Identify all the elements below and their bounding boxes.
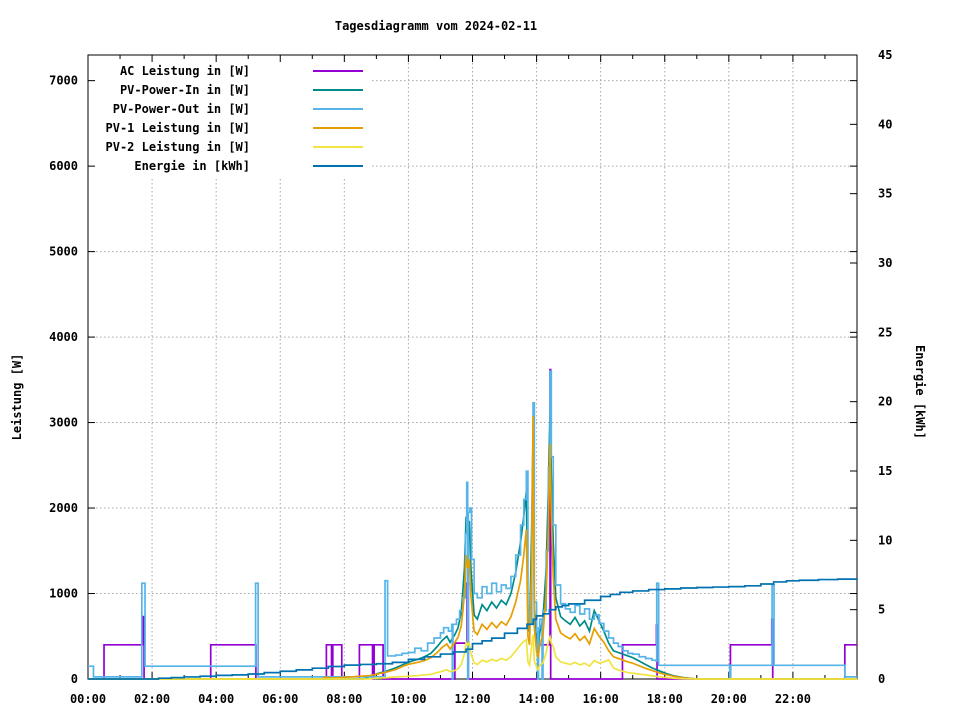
y-left-tick-label: 5000 [49,245,78,259]
x-tick-label: 20:00 [711,692,747,706]
series-line-energie-in-kwh [88,578,858,680]
legend-item: Energie in [kWh] [0,158,363,174]
x-tick-label: 16:00 [583,692,619,706]
x-tick-label: 06:00 [262,692,298,706]
x-tick-label: 10:00 [390,692,426,706]
x-tick-label: 22:00 [775,692,811,706]
y-left-tick-label: 6000 [49,159,78,173]
series-line-pv-1-leistung-in-w [88,415,857,680]
y-right-tick-label: 30 [878,256,892,270]
x-tick-label: 12:00 [454,692,490,706]
y-right-tick-label: 0 [878,672,885,686]
legend-background [89,56,372,177]
legend-label: Energie in [kWh] [134,159,250,173]
series-line-pv-power-out-in-w [88,370,857,680]
x-tick-label: 04:00 [198,692,234,706]
legend-color-swatch [313,127,363,129]
legend-color-swatch [313,70,363,72]
y-right-tick-label: 25 [878,325,892,339]
legend-label: PV-Power-In in [W] [119,83,250,97]
y-left-tick-label: 4000 [49,330,78,344]
y-left-axis-label: Leistung [W] [10,353,24,441]
legend-color-swatch [313,165,363,167]
legend-item: PV-1 Leistung in [W] [0,120,363,136]
x-tick-label: 08:00 [326,692,362,706]
y-right-tick-label: 15 [878,464,892,478]
y-left-tick-label: 1000 [49,587,78,601]
series-line-pv-2-leistung-in-w [88,634,857,680]
legend-item: PV-Power-Out in [W] [0,101,363,117]
y-right-tick-label: 45 [878,48,892,62]
legend-color-swatch [313,146,363,148]
x-tick-label: 02:00 [134,692,170,706]
legend-label: PV-1 Leistung in [W] [105,121,251,135]
y-right-tick-label: 10 [878,533,892,547]
legend-label: AC Leistung in [W] [119,64,250,78]
y-left-tick-label: 7000 [49,74,78,88]
y-right-tick-label: 35 [878,187,892,201]
y-right-axis-label: Energie [kWh] [913,345,927,439]
x-tick-label: 14:00 [519,692,555,706]
y-right-tick-label: 40 [878,117,892,131]
legend-item: PV-Power-In in [W] [0,82,363,98]
legend-label: PV-Power-Out in [W] [112,102,250,116]
legend-color-swatch [313,89,363,91]
legend-item: PV-2 Leistung in [W] [0,139,363,155]
y-right-tick-label: 20 [878,395,892,409]
legend-item: AC Leistung in [W] [0,63,363,79]
y-right-tick-label: 5 [878,603,885,617]
series-line-ac-leistung-in-w [88,368,857,680]
y-left-tick-label: 2000 [49,501,78,515]
legend-label: PV-2 Leistung in [W] [105,140,251,154]
x-tick-label: 00:00 [70,692,106,706]
legend-color-swatch [313,108,363,110]
y-left-tick-label: 0 [71,672,78,686]
chart-title: Tagesdiagramm vom 2024-02-11 [334,19,538,33]
x-tick-label: 18:00 [647,692,683,706]
y-left-tick-label: 3000 [49,416,78,430]
